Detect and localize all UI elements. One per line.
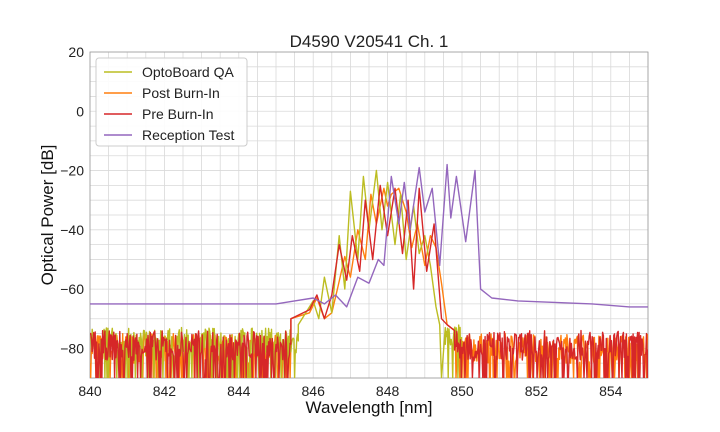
legend-entry: Pre Burn-In bbox=[142, 106, 214, 122]
x-tick-label: 844 bbox=[227, 383, 251, 399]
series-line-pre-burn-in bbox=[90, 184, 648, 378]
legend-entry: OptoBoard QA bbox=[142, 64, 234, 80]
legend-box bbox=[95, 57, 248, 147]
x-axis-label: Wavelength [nm] bbox=[306, 398, 433, 417]
series-layer bbox=[90, 163, 648, 378]
x-tick-label: 846 bbox=[302, 383, 326, 399]
legend-entry: Reception Test bbox=[142, 127, 234, 143]
legend-entry: Post Burn-In bbox=[142, 85, 220, 101]
x-tick-label: 850 bbox=[450, 383, 474, 399]
x-tick-label: 854 bbox=[599, 383, 623, 399]
y-tick-label: 0 bbox=[76, 103, 84, 119]
y-axis-label: Optical Power [dB] bbox=[38, 145, 57, 286]
y-tick-label: −40 bbox=[60, 222, 84, 238]
series-line-reception-test bbox=[90, 163, 648, 308]
chart-title: D4590 V20541 Ch. 1 bbox=[290, 32, 449, 51]
legend: OptoBoard QA Post Burn-In Pre Burn-In Recep… bbox=[95, 57, 248, 147]
x-tick-label: 840 bbox=[78, 383, 102, 399]
x-tick-label: 852 bbox=[525, 383, 549, 399]
y-tick-label: −20 bbox=[60, 163, 84, 179]
tick-labels: 840 842 844 846 848 850 852 854 20 0 −20 −40 −60 −80 bbox=[60, 44, 622, 399]
x-tick-label: 848 bbox=[376, 383, 400, 399]
plot-area bbox=[89, 51, 649, 379]
y-tick-label: 20 bbox=[68, 44, 84, 60]
y-tick-label: −80 bbox=[60, 340, 84, 356]
y-tick-label: −60 bbox=[60, 281, 84, 297]
x-tick-label: 842 bbox=[153, 383, 177, 399]
